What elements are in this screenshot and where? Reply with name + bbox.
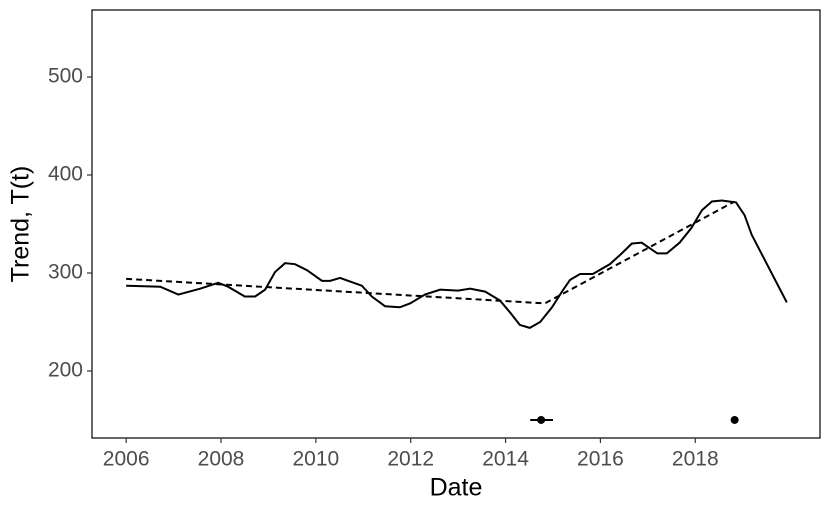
breakpoint xyxy=(537,415,546,424)
y-tick-label: 200 xyxy=(48,359,83,382)
x-tick-label: 2008 xyxy=(198,448,245,471)
plot-frame xyxy=(91,9,821,439)
y-tick-label: 400 xyxy=(48,163,83,186)
x-tick-label: 2014 xyxy=(482,448,529,471)
x-tick-label: 2016 xyxy=(577,448,624,471)
x-tick-label: 2006 xyxy=(103,448,150,471)
breakpoint xyxy=(730,415,739,424)
trend-line xyxy=(126,200,736,305)
trend-line xyxy=(126,199,788,329)
y-tick-label: 500 xyxy=(48,65,83,88)
x-tick-label: 2012 xyxy=(387,448,434,471)
x-tick-label: 2018 xyxy=(672,448,719,471)
x-axis-title: Date xyxy=(430,474,483,502)
y-tick-label: 300 xyxy=(48,261,83,284)
y-axis-title: Trend, T(t) xyxy=(7,166,35,283)
x-tick-label: 2010 xyxy=(292,448,339,471)
